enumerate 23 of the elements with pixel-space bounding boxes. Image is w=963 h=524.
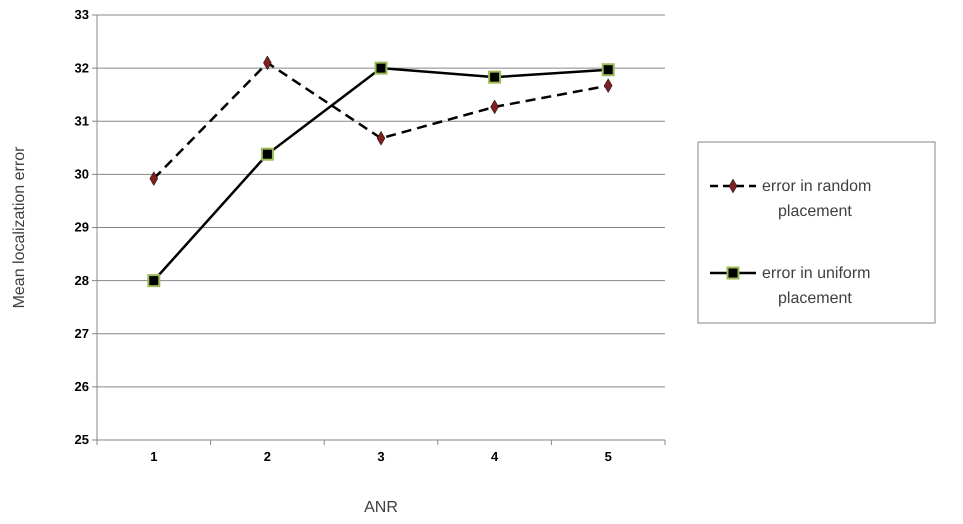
y-tick-label: 33 xyxy=(74,7,89,22)
point xyxy=(602,63,615,76)
x-tick-label: 5 xyxy=(604,449,612,464)
y-tick-label: 25 xyxy=(74,432,89,448)
y-tick-label: 32 xyxy=(74,60,89,76)
x-tick-label: 4 xyxy=(490,449,499,464)
y-tick-label: 30 xyxy=(74,166,89,182)
x-tick-label: 2 xyxy=(264,449,272,464)
point xyxy=(260,148,274,161)
y-axis-title: Mean localization error xyxy=(11,146,28,308)
y-tick-label: 29 xyxy=(74,220,89,235)
x-axis-title: ANR xyxy=(364,499,398,516)
legend-label: error in uniform placement xyxy=(762,265,870,307)
point xyxy=(147,274,160,288)
legend-label: error in random placement xyxy=(762,178,872,220)
point xyxy=(488,70,502,84)
y-tick-label: 27 xyxy=(74,326,89,341)
y-tick-label: 31 xyxy=(74,113,89,128)
point xyxy=(374,62,388,75)
x-tick-label: 3 xyxy=(377,449,385,464)
y-tick-label: 28 xyxy=(74,272,89,288)
y-tick-label: 26 xyxy=(74,379,89,394)
x-tick-label: 1 xyxy=(150,449,158,464)
